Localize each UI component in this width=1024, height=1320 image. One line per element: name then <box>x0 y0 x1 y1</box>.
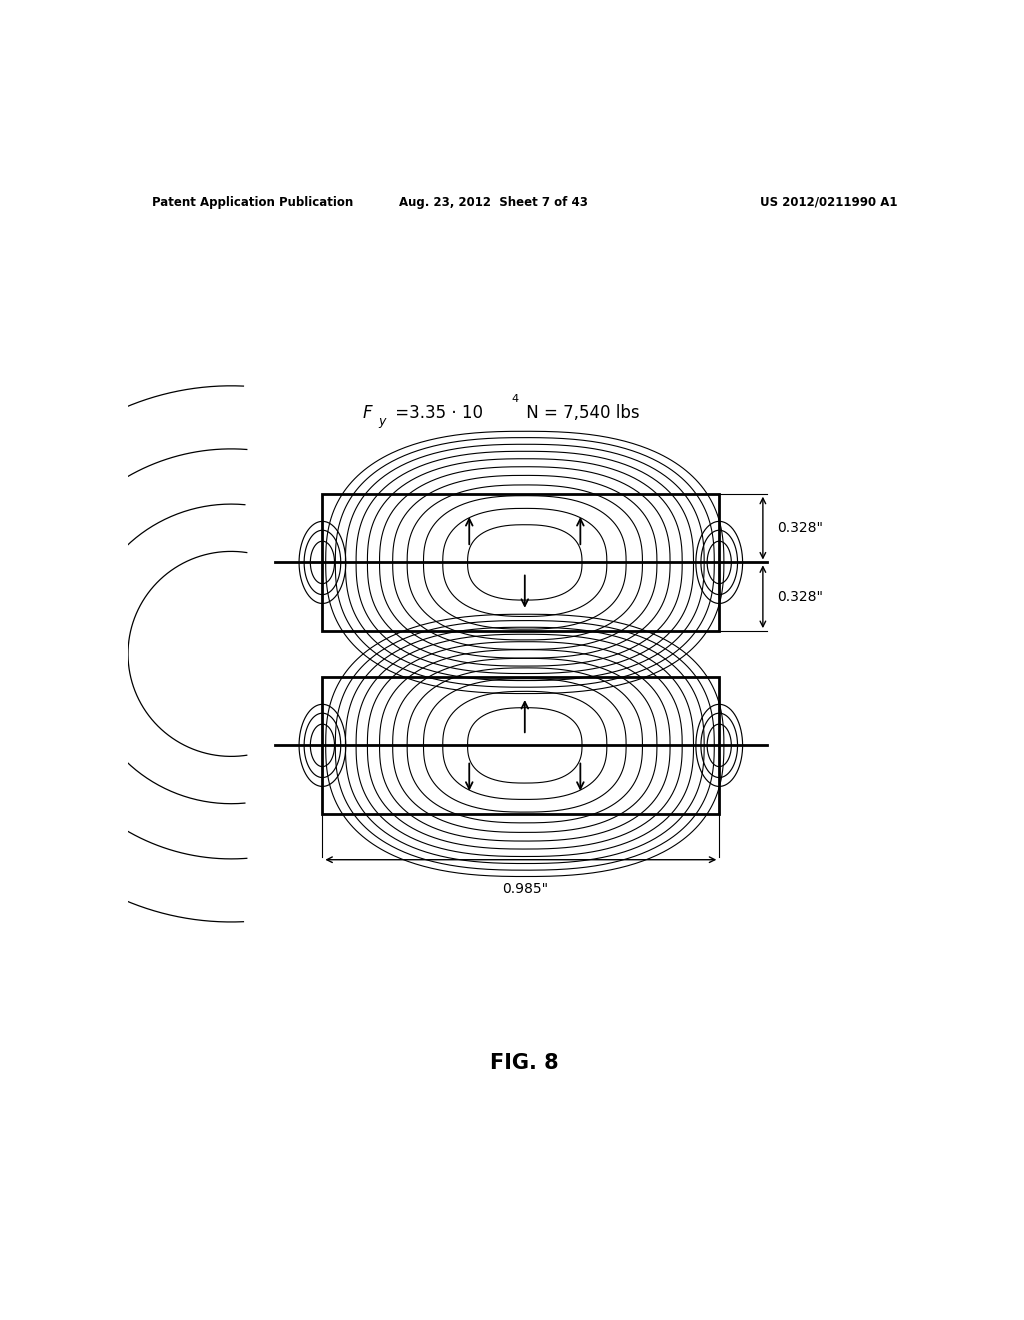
Bar <box>323 494 719 631</box>
Text: Patent Application Publication: Patent Application Publication <box>152 195 353 209</box>
Text: 4: 4 <box>511 395 518 404</box>
Text: 0.328": 0.328" <box>777 590 823 603</box>
Text: Aug. 23, 2012  Sheet 7 of 43: Aug. 23, 2012 Sheet 7 of 43 <box>398 195 588 209</box>
Text: $y$: $y$ <box>378 416 388 430</box>
Text: 0.328": 0.328" <box>777 521 823 535</box>
Text: FIG. 8: FIG. 8 <box>490 1053 559 1073</box>
Bar <box>323 677 719 814</box>
Text: 0.985": 0.985" <box>502 882 548 896</box>
Text: US 2012/0211990 A1: US 2012/0211990 A1 <box>760 195 898 209</box>
Text: $F$: $F$ <box>362 404 374 421</box>
Text: =3.35 · 10: =3.35 · 10 <box>390 404 483 421</box>
Text: N = 7,540 lbs: N = 7,540 lbs <box>521 404 639 421</box>
